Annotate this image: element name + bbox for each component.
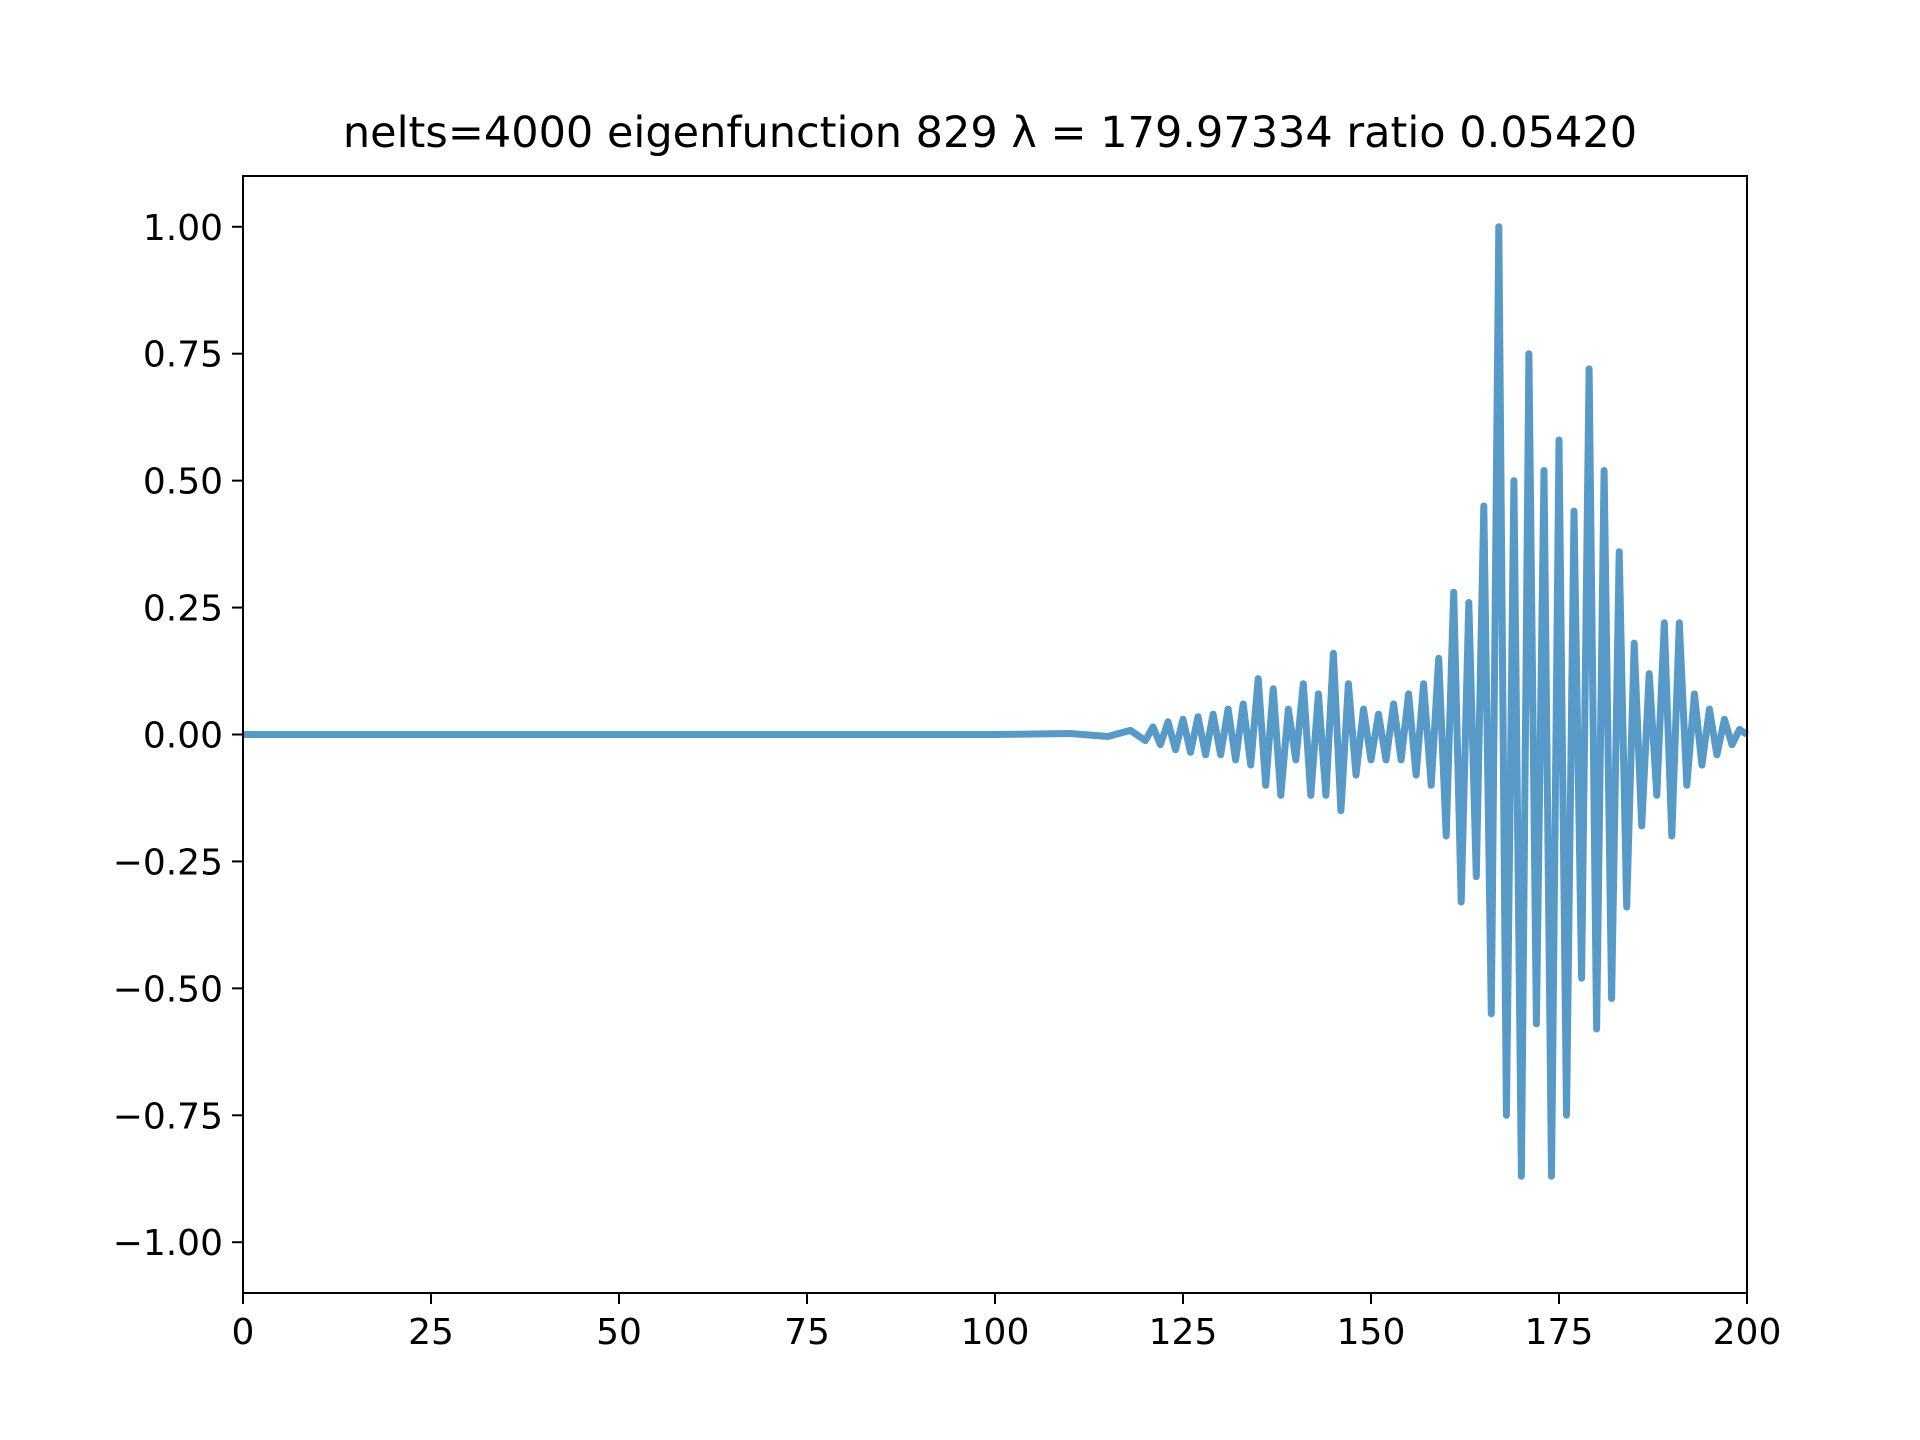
chart-title: nelts=4000 eigenfunction 829 λ = 179.973… [343, 108, 1637, 158]
x-axis: 0 25 50 75 100 125 150 175 200 [232, 1293, 1782, 1353]
x-tick-label: 100 [961, 1312, 1030, 1353]
y-axis: 1.00 0.75 0.50 0.25 0.00 −0.25 −0.50 −0.75 −1.00 [113, 208, 243, 1264]
y-tick-label: 1.00 [143, 208, 223, 249]
x-tick-label: 25 [408, 1312, 454, 1353]
x-tick-label: 125 [1149, 1312, 1218, 1353]
series-line-0 [243, 223, 1749, 1180]
y-tick-label: −0.50 [113, 969, 223, 1010]
x-tick-label: 150 [1337, 1312, 1406, 1353]
series-layer [243, 223, 1749, 1180]
y-tick-label: −1.00 [113, 1223, 223, 1264]
y-tick-label: 0.50 [143, 462, 223, 503]
x-tick-label: 200 [1713, 1312, 1782, 1353]
y-tick-label: 0.75 [143, 335, 223, 376]
x-tick-label: 175 [1525, 1312, 1594, 1353]
y-tick-label: −0.25 [113, 842, 223, 883]
x-tick-label: 0 [232, 1312, 255, 1353]
y-tick-label: 0.25 [143, 589, 223, 630]
y-tick-label: −0.75 [113, 1096, 223, 1137]
x-tick-label: 50 [596, 1312, 642, 1353]
y-tick-label: 0.00 [143, 716, 223, 757]
x-tick-label: 75 [784, 1312, 830, 1353]
